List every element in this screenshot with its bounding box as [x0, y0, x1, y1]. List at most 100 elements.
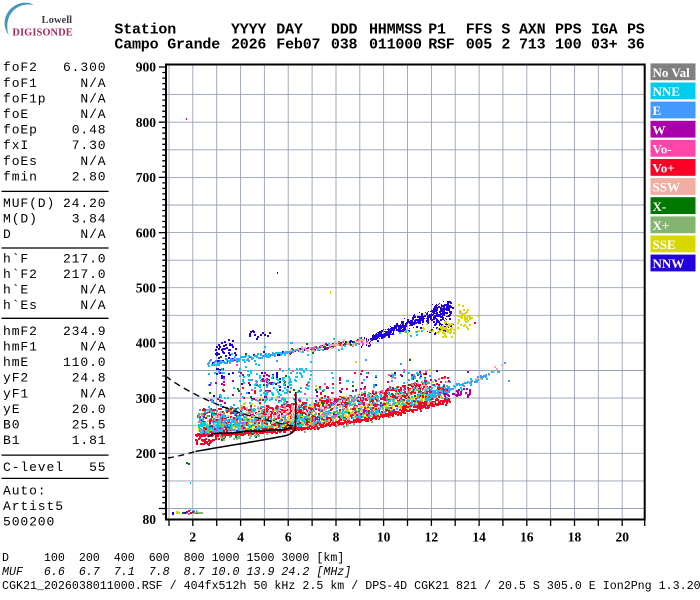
svg-text:foEs: foEs [3, 154, 38, 169]
svg-text:36: 36 [627, 36, 645, 53]
svg-text:CGK21_2026038011000.RSF / 404f: CGK21_2026038011000.RSF / 404fx512h 50 k… [2, 580, 700, 593]
svg-text:4: 4 [237, 529, 244, 544]
svg-text:300: 300 [136, 391, 157, 406]
svg-text:foF1p: foF1p [3, 91, 47, 106]
svg-text:C-level: C-level [3, 460, 64, 475]
svg-text:h`E: h`E [3, 283, 29, 298]
svg-text:N/A: N/A [80, 227, 106, 242]
svg-text:713: 713 [519, 36, 546, 53]
svg-text:NNE: NNE [653, 84, 680, 99]
svg-text:2026: 2026 [231, 36, 266, 53]
svg-text:80: 80 [143, 512, 157, 527]
svg-text:24.8: 24.8 [72, 371, 107, 386]
svg-text:yF2: yF2 [3, 371, 29, 386]
svg-text:N/A: N/A [80, 154, 106, 169]
svg-text:N/A: N/A [80, 283, 106, 298]
svg-text:Vo-: Vo- [653, 142, 672, 157]
svg-text:03+: 03+ [591, 36, 618, 53]
svg-text:D 100 200 400 600 800: D 100 200 400 600 800 1000 1500 3000 [km… [2, 552, 344, 565]
svg-text:8: 8 [333, 529, 340, 544]
svg-text:110.0: 110.0 [63, 355, 107, 370]
svg-text:foF2: foF2 [3, 60, 38, 75]
svg-text:3.84: 3.84 [72, 211, 107, 226]
svg-text:N/A: N/A [80, 91, 106, 106]
svg-text:7.30: 7.30 [72, 138, 107, 153]
svg-text:16: 16 [520, 529, 534, 544]
svg-text:800: 800 [136, 115, 157, 130]
svg-text:No Val: No Val [653, 65, 691, 80]
svg-text:N/A: N/A [80, 298, 106, 313]
svg-text:217.0: 217.0 [63, 251, 107, 266]
svg-text:h`F: h`F [3, 251, 29, 266]
svg-text:2: 2 [189, 529, 196, 544]
svg-text:Auto:: Auto: [3, 483, 47, 498]
svg-text:20: 20 [615, 529, 629, 544]
svg-text:hmF1: hmF1 [3, 340, 38, 355]
svg-text:6: 6 [285, 529, 292, 544]
svg-text:18: 18 [568, 529, 582, 544]
svg-text:400: 400 [136, 336, 157, 351]
svg-text:Vo+: Vo+ [653, 161, 675, 176]
svg-text:005: 005 [466, 36, 493, 53]
svg-text:N/A: N/A [80, 107, 106, 122]
svg-text:foF1: foF1 [3, 76, 38, 91]
svg-text:011000: 011000 [369, 36, 422, 53]
svg-text:600: 600 [136, 225, 157, 240]
svg-text:B0: B0 [3, 418, 20, 433]
svg-text:PPS: PPS [555, 21, 582, 38]
svg-text:2: 2 [501, 36, 510, 53]
svg-text:NNW: NNW [653, 256, 685, 271]
svg-text:2.80: 2.80 [72, 169, 107, 184]
svg-text:W: W [653, 122, 666, 137]
svg-text:20.0: 20.0 [72, 402, 107, 417]
svg-text:Station: Station [114, 21, 176, 38]
svg-text:YYYY: YYYY [231, 21, 266, 38]
svg-text:25.5: 25.5 [72, 418, 107, 433]
svg-text:6.300: 6.300 [63, 60, 107, 75]
svg-text:fmin: fmin [3, 169, 38, 184]
svg-text:FFS: FFS [466, 21, 493, 38]
svg-text:Feb07: Feb07 [276, 36, 320, 53]
svg-text:N/A: N/A [80, 340, 106, 355]
svg-text:038: 038 [331, 36, 358, 53]
svg-text:Lowell: Lowell [42, 15, 73, 26]
svg-text:S: S [501, 21, 510, 38]
svg-text:24.20: 24.20 [63, 196, 107, 211]
svg-text:foEp: foEp [3, 123, 38, 138]
svg-text:500200: 500200 [3, 514, 55, 529]
svg-text:RSF: RSF [428, 36, 455, 53]
svg-text:234.9: 234.9 [63, 324, 107, 339]
svg-text:0.48: 0.48 [72, 123, 107, 138]
svg-text:M(D): M(D) [3, 211, 38, 226]
svg-text:900: 900 [136, 60, 157, 75]
svg-text:Artist5: Artist5 [3, 499, 64, 514]
svg-text:14: 14 [472, 529, 486, 544]
svg-text:PS: PS [627, 21, 645, 38]
svg-text:N/A: N/A [80, 76, 106, 91]
svg-text:hmE: hmE [3, 355, 29, 370]
svg-text:SSW: SSW [653, 180, 680, 195]
svg-text:12: 12 [425, 529, 439, 544]
svg-text:yF1: yF1 [3, 386, 29, 401]
svg-text:700: 700 [136, 170, 157, 185]
svg-text:AXN: AXN [519, 21, 546, 38]
svg-text:X+: X+ [653, 218, 670, 233]
svg-text:yE: yE [3, 402, 20, 417]
svg-text:500: 500 [136, 280, 157, 295]
svg-text:MUF(D): MUF(D) [3, 196, 55, 211]
svg-text:foE: foE [3, 107, 29, 122]
svg-text:P1: P1 [428, 21, 446, 38]
svg-text:DDD: DDD [331, 21, 358, 38]
svg-text:Campo Grande: Campo Grande [114, 36, 220, 53]
svg-text:IGA: IGA [591, 21, 618, 38]
svg-text:B1: B1 [3, 433, 20, 448]
svg-text:MUF 6.6 6.7 7.1 7.8 8.7: MUF 6.6 6.7 7.1 7.8 8.7 10.0 13.9 24.2 [… [2, 566, 351, 579]
svg-text:DIGISONDE: DIGISONDE [12, 28, 72, 39]
svg-text:SSE: SSE [653, 237, 676, 252]
svg-text:55: 55 [89, 460, 106, 475]
svg-text:1.81: 1.81 [72, 433, 107, 448]
svg-text:217.0: 217.0 [63, 267, 107, 282]
svg-text:DAY: DAY [276, 21, 303, 38]
svg-text:100: 100 [555, 36, 582, 53]
svg-text:h`F2: h`F2 [3, 267, 38, 282]
